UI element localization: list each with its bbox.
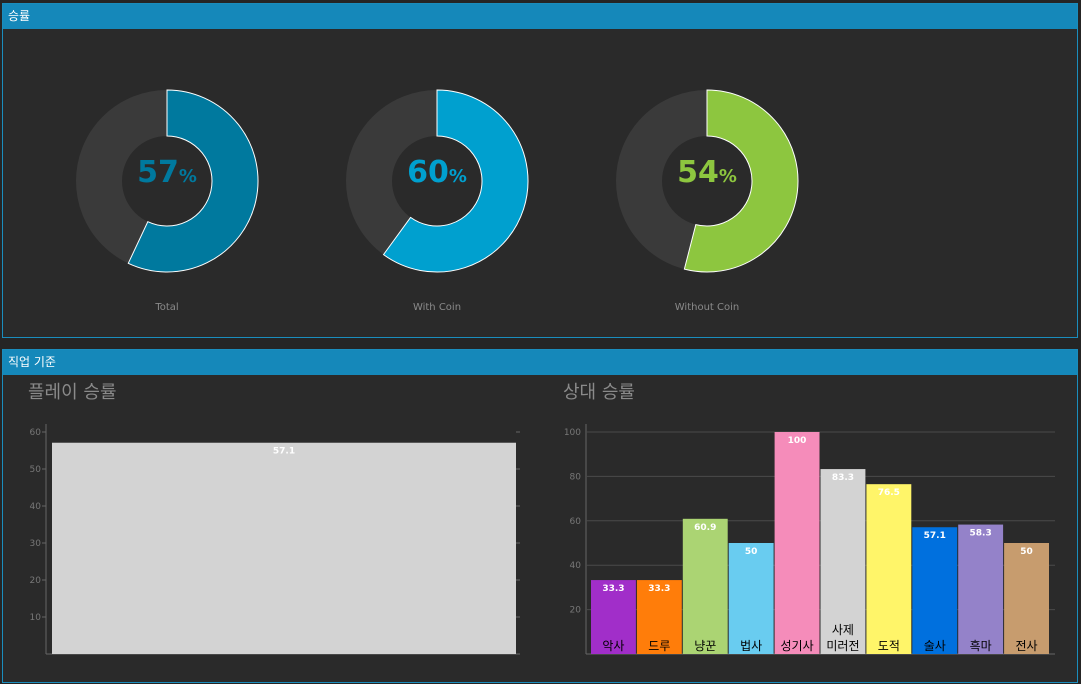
donut-total-label: Total xyxy=(155,302,179,313)
donut-total-chart xyxy=(76,89,259,273)
donut-without-coin-unit: % xyxy=(718,166,737,187)
donut-with-coin-label: With Coin xyxy=(412,302,462,313)
donut-without-coin-value: 54 xyxy=(677,155,719,190)
donut-with-coin-value: 60 xyxy=(407,155,449,190)
job-panel-header: 직업 기준 xyxy=(3,350,1077,375)
play-winrate-title: 플레이 승률 xyxy=(28,382,117,403)
winrate-panel-header: 승률 xyxy=(3,4,1077,29)
donut-total-value: 57 xyxy=(137,155,179,190)
donut-slice xyxy=(683,89,799,273)
donut-with-coin-chart xyxy=(346,89,529,273)
donut-total[interactable]: 57% Total xyxy=(67,0,267,313)
donut-with-coin[interactable]: 60% With Coin xyxy=(337,0,537,313)
opponent-winrate-title: 상대 승률 xyxy=(563,382,635,403)
donut-total-unit: % xyxy=(178,166,197,187)
donut-without-coin[interactable]: 54% Without Coin xyxy=(607,0,807,313)
donut-without-coin-label: Without Coin xyxy=(674,302,740,313)
donut-with-coin-unit: % xyxy=(448,166,467,187)
donut-total-percent: 57% xyxy=(67,155,267,190)
donut-slice xyxy=(127,89,259,273)
winrate-panel: 승률 xyxy=(2,3,1078,338)
job-panel: 직업 기준 xyxy=(2,349,1078,683)
donut-without-coin-percent: 54% xyxy=(607,155,807,190)
donut-without-coin-chart xyxy=(616,89,799,273)
donut-slice xyxy=(382,89,529,273)
donut-with-coin-percent: 60% xyxy=(337,155,537,190)
